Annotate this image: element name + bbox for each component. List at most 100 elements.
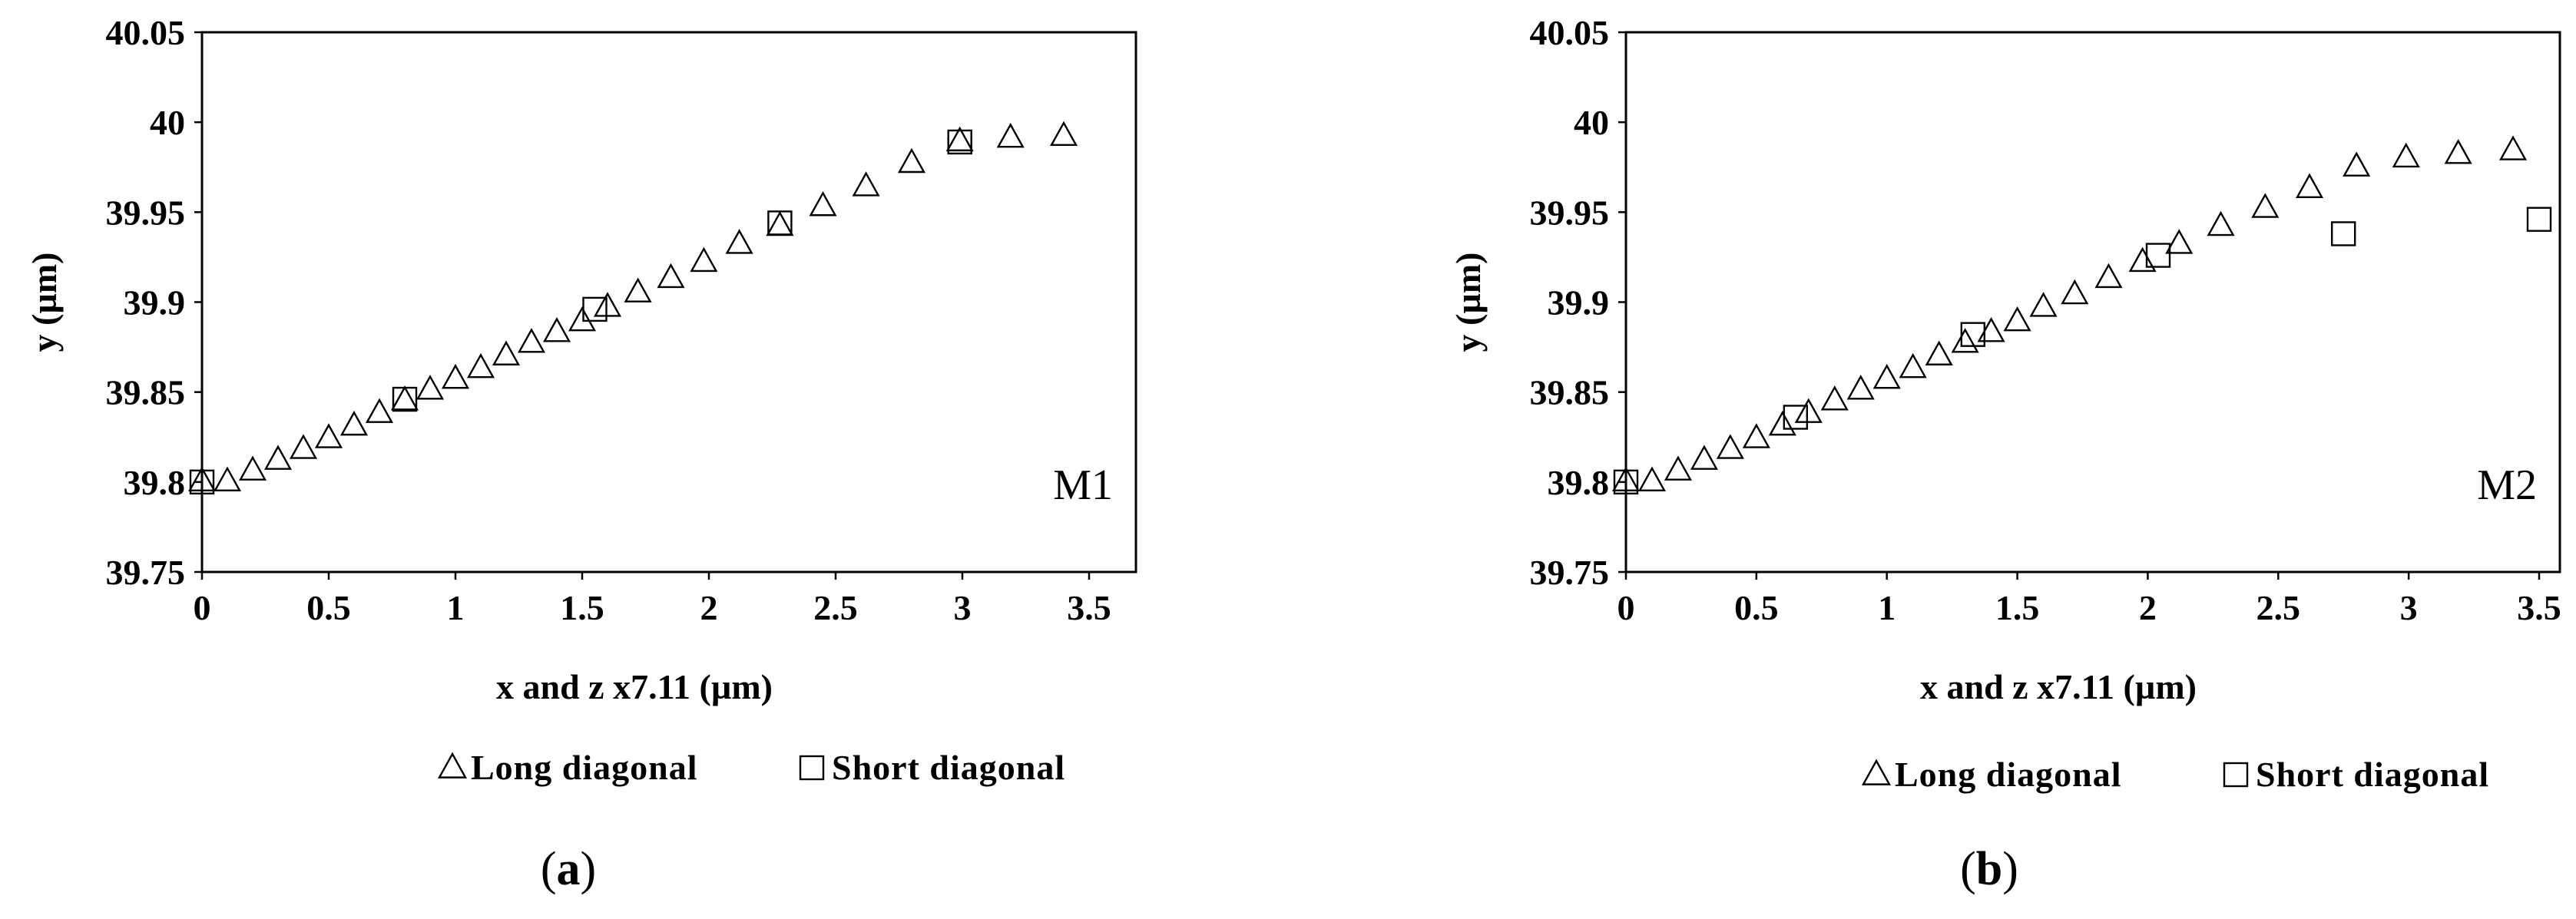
legend-label: Long diagonal: [471, 748, 698, 787]
panel-label: M1: [1053, 461, 1113, 509]
data-point-triangle: [690, 246, 718, 273]
legend-label: Long diagonal: [1895, 755, 2122, 794]
data-point-triangle: [593, 292, 622, 317]
data-point-triangle: [542, 317, 571, 342]
data-point-triangle: [365, 398, 394, 423]
data-point-triangle: [2061, 279, 2089, 305]
y-tick-label: 40: [1574, 103, 1609, 142]
data-point-triangle: [2094, 263, 2123, 289]
data-point-triangle: [2165, 229, 2194, 254]
data-point-triangle: [1690, 445, 1718, 470]
data-point-triangle: [2444, 139, 2472, 164]
series-triangle: [1611, 135, 2528, 491]
plot-area: [200, 31, 1137, 574]
data-point-triangle: [1664, 455, 1692, 481]
data-point-triangle: [289, 434, 318, 459]
y-tick-label: 39.8: [1548, 463, 1610, 502]
y-tick-label: 39.8: [124, 463, 186, 502]
y-tick-label: 39.9: [1548, 283, 1610, 322]
y-tick-label: 40.05: [1530, 13, 1610, 52]
data-point-triangle: [1899, 352, 1927, 379]
data-point-triangle: [416, 374, 445, 400]
data-point-triangle: [1846, 374, 1875, 400]
series-square: [1613, 207, 2552, 495]
legend: Long diagonal Short diagonal: [437, 748, 1065, 787]
data-point-triangle: [725, 229, 753, 254]
data-point-triangle: [187, 466, 217, 491]
data-point-triangle: [1925, 340, 1953, 365]
x-tick-label: 0.5: [306, 588, 351, 627]
data-point-triangle: [568, 306, 597, 332]
data-point-triangle: [2498, 135, 2528, 160]
data-point-triangle: [517, 328, 546, 353]
data-point-triangle: [1768, 410, 1796, 436]
x-tick-label: 2: [700, 588, 718, 627]
x-axis-title: x and z x7.11 (µm): [1920, 667, 2197, 706]
y-tick-label: 40: [150, 103, 185, 142]
subfigure-caption: (a): [541, 843, 596, 895]
x-tick-label: 3: [954, 588, 972, 627]
data-point-square: [582, 296, 608, 322]
x-tick-label: 1: [447, 588, 465, 627]
data-point-triangle: [2029, 292, 2058, 317]
data-point-triangle: [339, 410, 369, 436]
data-point-triangle: [1872, 363, 1901, 389]
x-axis-title: x and z x7.11 (µm): [496, 667, 773, 706]
data-point-triangle: [2343, 151, 2371, 177]
legend: Long diagonal Short diagonal: [1861, 755, 2488, 794]
legend-marker-triangle: [1861, 759, 1892, 785]
y-tick-label: 39.9: [124, 283, 186, 322]
x-tick-label: 3.5: [1067, 588, 1111, 627]
data-point-triangle: [945, 126, 974, 152]
x-tick-label: 1.5: [560, 588, 604, 627]
x-tick-label: 1: [1878, 588, 1896, 627]
data-point-triangle: [809, 190, 837, 217]
data-point-square: [2526, 207, 2552, 232]
x-tick-label: 2: [2139, 588, 2157, 627]
subfigure-caption: (b): [1960, 843, 2018, 895]
data-point-square: [392, 386, 418, 412]
data-point-triangle: [441, 363, 470, 389]
data-point-triangle: [466, 352, 495, 379]
data-point-triangle: [1049, 121, 1078, 147]
data-point-square: [189, 469, 215, 495]
data-point-triangle: [2392, 142, 2420, 168]
data-point-triangle: [1611, 466, 1641, 491]
y-tick-label: 39.95: [1530, 193, 1610, 232]
data-point-triangle: [657, 263, 685, 289]
data-point-triangle: [1637, 466, 1667, 491]
y-tick-label: 39.85: [1530, 373, 1610, 412]
data-point-square: [1960, 322, 1986, 347]
data-point-triangle: [624, 277, 652, 302]
data-point-triangle: [263, 445, 293, 470]
data-point-triangle: [213, 466, 242, 491]
data-point-triangle: [1820, 385, 1849, 411]
legend-marker-square: [799, 755, 825, 781]
data-point-triangle: [2251, 193, 2280, 218]
data-point-square: [1783, 405, 1809, 430]
data-point-square: [1613, 469, 1639, 495]
y-tick-label: 39.75: [1530, 553, 1610, 592]
x-tick-label: 1.5: [1995, 588, 2040, 627]
data-point-triangle: [2207, 210, 2235, 236]
data-point-triangle: [1794, 398, 1823, 423]
x-tick-label: 0.5: [1734, 588, 1779, 627]
data-point-triangle: [390, 385, 419, 411]
y-tick-label: 39.75: [106, 553, 186, 592]
legend-marker-square: [2223, 762, 2249, 788]
panel-label: M2: [2477, 461, 2537, 509]
data-point-triangle: [996, 122, 1025, 148]
data-point-triangle: [1742, 423, 1770, 448]
series-square: [189, 129, 972, 495]
data-point-triangle: [1951, 328, 1979, 353]
data-point-triangle: [2003, 306, 2031, 332]
series-triangle: [187, 121, 1078, 491]
legend-label: Short diagonal: [832, 748, 1065, 787]
y-axis-title: y (µm): [25, 253, 64, 352]
data-point-triangle: [2296, 173, 2324, 199]
y-tick-label: 39.85: [106, 373, 186, 412]
data-point-square: [947, 129, 972, 155]
chart-panel-1: 39.75 39.8 39.85 39.9 39.95 40 40.05 0 0.5 1 1.5 2 2…: [25, 13, 1137, 895]
data-point-triangle: [238, 455, 267, 481]
